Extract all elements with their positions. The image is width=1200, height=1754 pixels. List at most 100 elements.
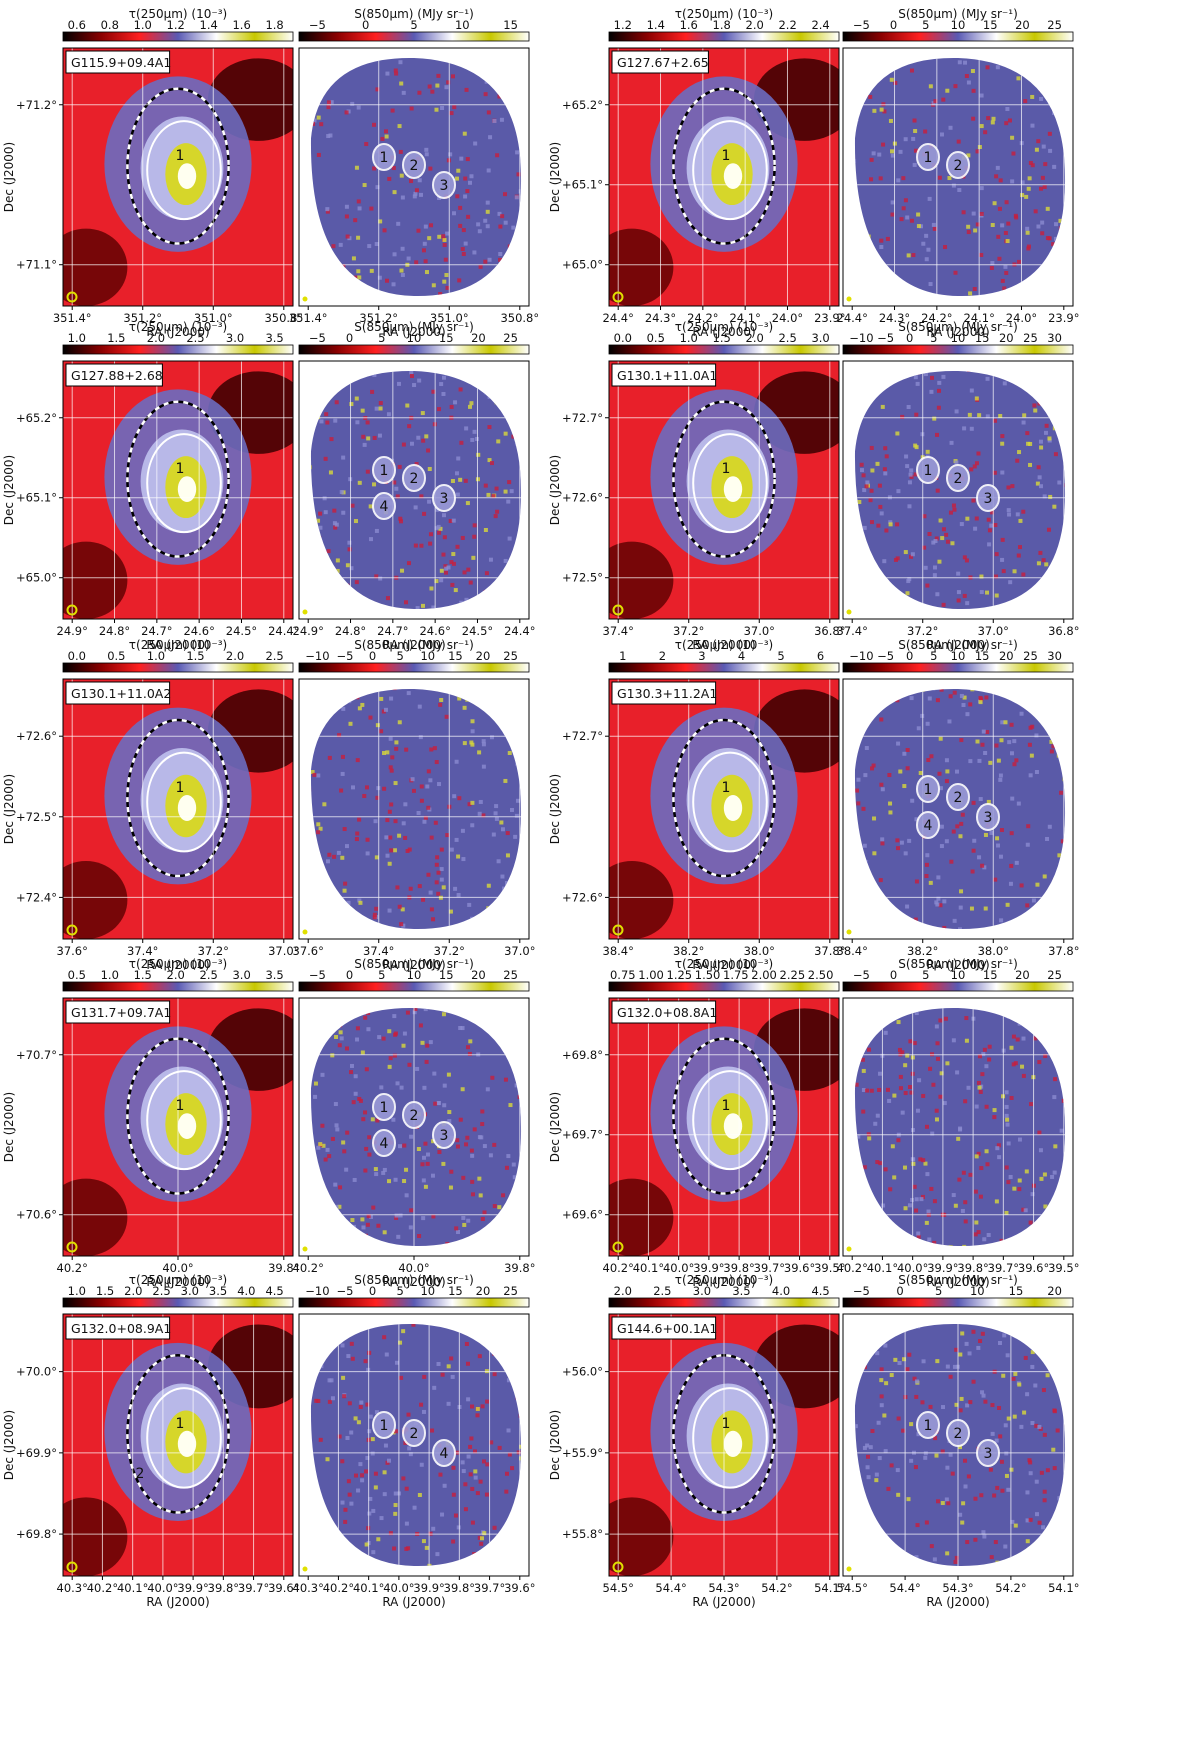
- noise-pixel: [914, 412, 919, 417]
- noise-pixel: [502, 886, 507, 891]
- noise-pixel: [1008, 881, 1013, 886]
- s-colorbar-tick-label: 20: [1015, 18, 1030, 32]
- noise-pixel: [473, 1475, 478, 1480]
- noise-pixel: [1059, 63, 1064, 68]
- noise-pixel: [519, 1057, 522, 1062]
- noise-pixel: [1050, 1523, 1055, 1528]
- noise-pixel: [353, 1416, 358, 1421]
- noise-pixel: [321, 1143, 326, 1148]
- noise-pixel: [959, 738, 964, 743]
- noise-pixel: [981, 1052, 986, 1057]
- dec-axis-label: Dec (J2000): [548, 1092, 562, 1162]
- noise-pixel: [320, 1123, 325, 1128]
- noise-pixel: [940, 1501, 945, 1506]
- noise-pixel: [472, 429, 477, 434]
- noise-pixel: [312, 1492, 317, 1497]
- noise-pixel: [344, 204, 349, 209]
- noise-pixel: [492, 1372, 497, 1377]
- noise-pixel: [509, 489, 514, 494]
- noise-pixel: [489, 735, 494, 740]
- noise-pixel: [893, 1357, 898, 1362]
- noise-pixel: [958, 1445, 963, 1450]
- beam-marker: [846, 1246, 852, 1252]
- noise-pixel: [1073, 1198, 1077, 1202]
- s-colorbar-label: S(850μm) (MJy sr⁻¹): [898, 957, 1018, 971]
- noise-pixel: [360, 1050, 365, 1055]
- beam-marker: [612, 1561, 624, 1573]
- noise-pixel: [419, 1251, 423, 1255]
- noise-pixel: [888, 810, 893, 815]
- s-colorbar-tick-label: 10: [407, 968, 422, 982]
- source-label: 4: [380, 1136, 389, 1152]
- noise-pixel: [453, 1245, 458, 1247]
- noise-pixel: [965, 1003, 969, 1007]
- noise-pixel: [365, 1455, 370, 1460]
- noise-pixel: [1052, 82, 1057, 87]
- noise-pixel: [1042, 927, 1047, 930]
- noise-pixel: [332, 696, 337, 701]
- noise-pixel: [303, 505, 307, 509]
- noise-pixel: [1066, 1490, 1070, 1494]
- noise-pixel: [897, 1360, 902, 1365]
- noise-pixel: [954, 1402, 959, 1407]
- s-colorbar: [842, 344, 1074, 355]
- noise-pixel: [973, 49, 977, 53]
- noise-pixel: [334, 1034, 339, 1039]
- ra-tick-label: 54.5°: [603, 1581, 634, 1595]
- tau-colorbar-tick-label: 1.2: [614, 18, 632, 32]
- noise-pixel: [367, 1511, 372, 1516]
- noise-pixel: [460, 828, 465, 833]
- noise-pixel: [1048, 895, 1053, 900]
- noise-pixel: [882, 559, 887, 564]
- noise-pixel: [956, 571, 961, 576]
- field-name-frame: [611, 681, 717, 705]
- scuba-map-panel: 40.2°40.1°40.0°39.9°39.8°39.7°39.6°39.5°…: [837, 957, 1080, 1289]
- noise-pixel: [858, 265, 863, 270]
- noise-pixel: [1013, 1371, 1018, 1376]
- noise-pixel: [365, 469, 370, 474]
- noise-pixel: [354, 580, 359, 585]
- noise-pixel: [423, 815, 428, 820]
- noise-pixel: [977, 1575, 981, 1579]
- noise-pixel: [528, 1563, 532, 1567]
- noise-pixel: [315, 1330, 320, 1335]
- noise-pixel: [505, 724, 510, 729]
- noise-pixel: [912, 1041, 917, 1046]
- noise-pixel: [900, 414, 905, 419]
- noise-pixel: [957, 927, 962, 930]
- noise-pixel: [489, 1323, 494, 1327]
- tau-colorbar-tick-label: 1.2: [167, 18, 185, 32]
- noise-pixel: [902, 751, 907, 756]
- ra-tick-label: 37.0°: [744, 624, 775, 638]
- noise-pixel: [408, 1225, 413, 1230]
- noise-pixel: [883, 1030, 888, 1035]
- noise-pixel: [920, 713, 925, 718]
- noise-pixel: [1052, 1338, 1057, 1343]
- noise-pixel: [878, 176, 883, 181]
- noise-pixel: [927, 532, 932, 537]
- noise-pixel: [324, 702, 329, 707]
- noise-pixel: [854, 159, 857, 164]
- ra-tick-label: 24.1°: [963, 311, 994, 325]
- noise-pixel: [1009, 831, 1014, 836]
- source-label: 1: [380, 463, 389, 479]
- noise-pixel: [906, 405, 911, 410]
- noise-pixel: [992, 1575, 996, 1579]
- noise-pixel: [378, 576, 383, 581]
- noise-pixel: [932, 1199, 937, 1204]
- noise-pixel: [936, 999, 940, 1003]
- s-colorbar: [842, 662, 1074, 673]
- noise-pixel: [421, 1155, 426, 1160]
- noise-pixel: [873, 905, 878, 910]
- noise-pixel: [464, 597, 469, 602]
- noise-pixel: [1045, 836, 1050, 841]
- noise-pixel: [462, 705, 467, 710]
- noise-pixel: [1051, 1215, 1056, 1220]
- noise-pixel: [927, 196, 932, 201]
- noise-pixel: [496, 925, 501, 930]
- noise-pixel: [869, 688, 874, 693]
- source-label: 2: [410, 158, 419, 174]
- noise-pixel: [974, 1104, 979, 1109]
